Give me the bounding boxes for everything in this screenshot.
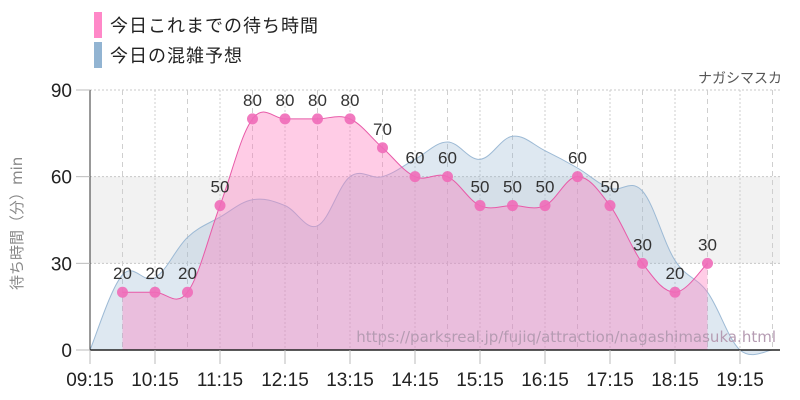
attraction-name: ナガシマスカ (698, 71, 782, 87)
data-label: 20 (178, 264, 197, 283)
data-label: 60 (438, 149, 457, 168)
y-tick-label: 0 (61, 341, 72, 362)
data-point[interactable] (442, 171, 453, 183)
data-point[interactable] (149, 286, 161, 298)
data-point[interactable] (539, 200, 551, 212)
data-label: 50 (503, 178, 522, 197)
data-point[interactable] (312, 113, 323, 125)
y-tick-label: 30 (51, 254, 72, 275)
actual-area (122, 111, 708, 350)
legend-item-actual[interactable]: 今日これまでの待ち時間 (94, 12, 319, 38)
data-point[interactable] (377, 142, 388, 154)
data-point[interactable] (669, 286, 681, 298)
grid-band (90, 176, 780, 264)
data-label: 80 (243, 91, 262, 110)
x-tick-label: 09:15 (66, 370, 114, 391)
x-tick-label: 18:15 (651, 370, 699, 391)
data-label: 30 (698, 235, 717, 254)
forecast-area (90, 136, 773, 355)
x-tick-label: 11:15 (197, 370, 243, 391)
y-tick-label: 90 (51, 81, 72, 102)
data-point[interactable] (247, 113, 258, 125)
data-label: 50 (471, 178, 490, 197)
data-point[interactable] (344, 113, 356, 125)
data-point[interactable] (474, 200, 486, 212)
data-point[interactable] (507, 200, 518, 212)
data-label: 80 (276, 91, 295, 110)
data-point[interactable] (279, 113, 291, 125)
x-tick-label: 19:15 (716, 370, 764, 391)
data-label: 20 (113, 264, 132, 283)
data-point[interactable] (214, 200, 226, 212)
x-tick-label: 16:15 (521, 370, 569, 391)
data-point[interactable] (117, 286, 128, 298)
data-label: 50 (536, 178, 555, 197)
x-tick-label: 13:15 (326, 370, 374, 391)
data-label: 60 (406, 149, 425, 168)
data-label: 60 (568, 149, 587, 168)
data-point[interactable] (637, 257, 648, 269)
data-label: 30 (633, 235, 652, 254)
legend: 今日これまでの待ち時間 今日の混雑予想 (94, 12, 319, 72)
forecast-line (89, 135, 773, 356)
legend-label-actual: 今日これまでの待ち時間 (110, 16, 319, 37)
data-label: 50 (211, 178, 230, 197)
x-tick-label: 12:15 (261, 370, 309, 391)
x-tick-label: 17:15 (586, 370, 634, 391)
watermark-url: https://parksreal.jp/fujiq/attraction/na… (356, 328, 776, 346)
data-label: 80 (341, 91, 360, 110)
legend-swatch-forecast (94, 42, 102, 68)
data-point[interactable] (572, 171, 583, 183)
x-tick-label: 14:15 (391, 370, 439, 391)
data-point[interactable] (409, 171, 421, 183)
legend-label-forecast: 今日の混雑予想 (110, 46, 243, 67)
data-label: 50 (601, 178, 620, 197)
data-point[interactable] (182, 286, 193, 298)
data-label: 20 (146, 264, 165, 283)
data-label: 20 (666, 264, 685, 283)
data-point[interactable] (702, 257, 713, 269)
x-tick-label: 10:15 (131, 370, 179, 391)
data-label: 70 (373, 120, 392, 139)
x-tick-label: 15:15 (456, 370, 504, 391)
data-label: 80 (308, 91, 327, 110)
y-tick-label: 60 (51, 168, 72, 189)
legend-item-forecast[interactable]: 今日の混雑予想 (94, 42, 319, 68)
legend-swatch-actual (94, 12, 102, 38)
data-point[interactable] (604, 200, 616, 212)
